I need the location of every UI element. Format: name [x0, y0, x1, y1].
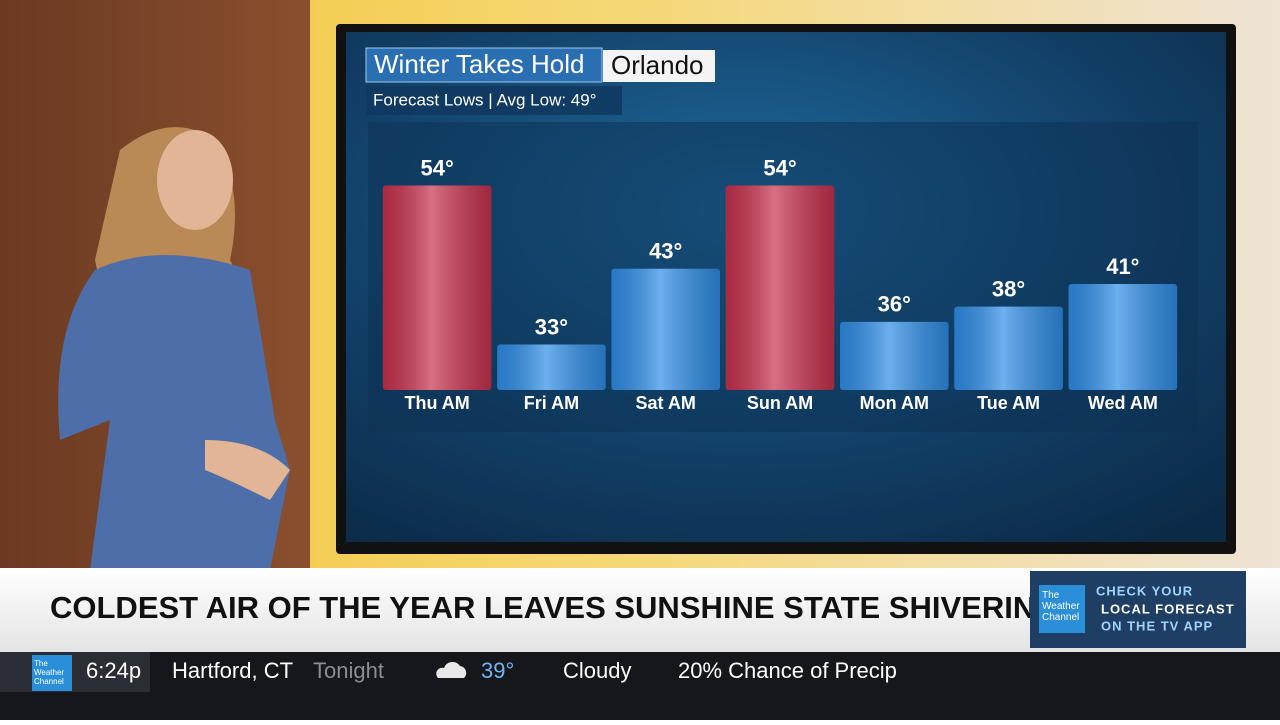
value-label: 38°	[992, 276, 1025, 301]
x-tick-label: Sun AM	[747, 393, 813, 413]
value-label: 33°	[535, 314, 568, 339]
x-tick-label: Tue AM	[977, 393, 1040, 413]
promo-line: ON THE TV APP	[1101, 618, 1213, 633]
ticker-precip: 20% Chance of Precip	[678, 658, 897, 683]
subtitle-box	[366, 86, 622, 115]
ticker-temperature: 39°	[481, 658, 514, 683]
ticker-time: 6:24p	[86, 658, 141, 683]
bar-shine	[611, 268, 720, 390]
bar-shine	[1068, 283, 1178, 390]
title-box	[365, 47, 603, 83]
ticker-location: Hartford, CT	[172, 658, 293, 683]
promo-line: CHECK YOUR	[1096, 583, 1193, 598]
ticker-condition: Cloudy	[563, 658, 631, 683]
bar-shine	[382, 185, 492, 390]
value-label: 36°	[878, 292, 911, 317]
value-label: 41°	[1106, 254, 1139, 279]
value-label: 43°	[649, 239, 682, 264]
ticker-logo-wrap: The Weather Channel	[34, 659, 65, 686]
location-box	[603, 50, 715, 82]
chart-title: Winter Takes Hold	[374, 49, 585, 79]
value-label: 54°	[421, 155, 454, 180]
bar-shine	[840, 321, 949, 390]
x-tick-label: Mon AM	[860, 393, 929, 413]
presenter	[58, 127, 290, 570]
chart-subtitle: Forecast Lows | Avg Low: 49°	[373, 90, 597, 109]
bar-shine	[497, 344, 606, 390]
headline: COLDEST AIR OF THE YEAR LEAVES SUNSHINE …	[50, 590, 1059, 625]
promo-logo-wrap: The Weather Channel	[1042, 590, 1080, 623]
promo-logo-box	[1039, 585, 1085, 633]
x-tick-label: Fri AM	[524, 393, 579, 413]
ticker	[0, 652, 1280, 720]
value-label: 54°	[763, 155, 796, 180]
ticker-period: Tonight	[313, 658, 384, 683]
ticker-logo-box	[32, 655, 72, 691]
cloud-icon	[436, 661, 467, 678]
promo-line: LOCAL FORECAST	[1101, 601, 1235, 616]
x-tick-label: Wed AM	[1088, 393, 1158, 413]
bar-shine	[725, 185, 835, 390]
x-tick-label: Sat AM	[636, 393, 696, 413]
bar-shine	[954, 306, 1063, 390]
promo-logo: The Weather Channel	[1042, 590, 1080, 623]
location: Orlando	[611, 50, 704, 80]
ticker-logo: The Weather Channel	[34, 659, 65, 686]
x-tick-label: Thu AM	[404, 393, 469, 413]
bars: 54° Thu AM 33° Fri AM 43° Sat AM 54° Sun AM 36° M…	[382, 155, 1178, 413]
ticker-clock-box	[0, 652, 150, 692]
